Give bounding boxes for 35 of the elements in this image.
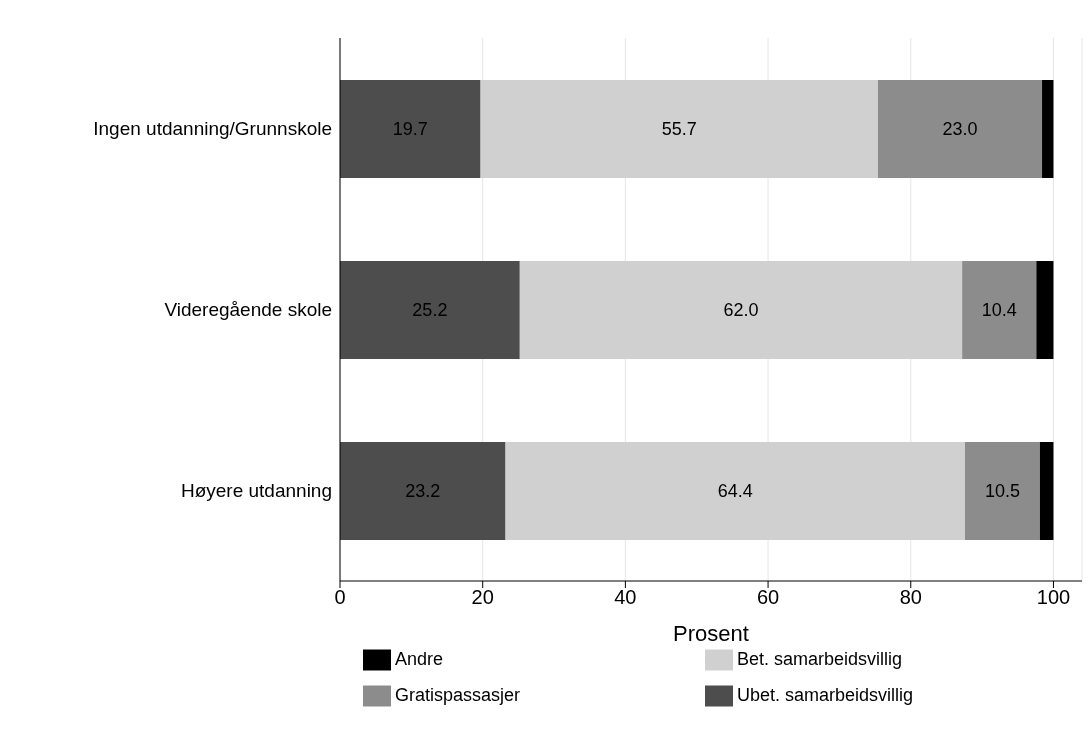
bar — [480, 80, 878, 178]
legend-label: Bet. samarbeidsvillig — [737, 649, 903, 669]
data-label: 23.0 — [942, 119, 978, 139]
bar — [519, 261, 963, 359]
bar — [1039, 442, 1054, 540]
y-tick-label: Høyere utdanning — [180, 480, 332, 502]
bar — [1042, 80, 1054, 178]
bar — [505, 442, 965, 540]
legend-label: Andre — [395, 649, 444, 669]
bar — [964, 442, 1040, 540]
data-label: 10.4 — [981, 300, 1017, 320]
x-tick-label: 0 — [334, 586, 346, 609]
x-tick-label: 100 — [1036, 586, 1071, 609]
bar — [340, 442, 506, 540]
bar — [340, 261, 520, 359]
data-label: 19.7 — [392, 119, 428, 139]
y-tick-label: Videregående skole — [164, 299, 332, 321]
data-label: 25.2 — [412, 300, 448, 320]
data-label: 62.0 — [723, 300, 759, 320]
x-axis-title: Prosent — [673, 621, 749, 646]
data-label: 23.2 — [405, 481, 441, 501]
x-tick-label: 60 — [756, 586, 780, 609]
legend-label: Gratispassasjer — [395, 684, 522, 707]
bar — [340, 80, 481, 178]
x-tick-label: 80 — [899, 586, 922, 609]
legend-label: Ubet. samarbeidsvillig — [737, 684, 915, 707]
x-tick-label: 40 — [614, 586, 637, 609]
bar — [1036, 261, 1054, 359]
data-label: 64.4 — [717, 481, 753, 501]
bar — [962, 261, 1037, 359]
bar — [877, 80, 1043, 178]
data-label: 10.5 — [984, 481, 1020, 501]
data-label: 55.7 — [661, 119, 697, 139]
y-tick-label: Ingen utdanning/Grunnskole — [93, 118, 332, 140]
x-tick-label: 20 — [471, 586, 494, 609]
